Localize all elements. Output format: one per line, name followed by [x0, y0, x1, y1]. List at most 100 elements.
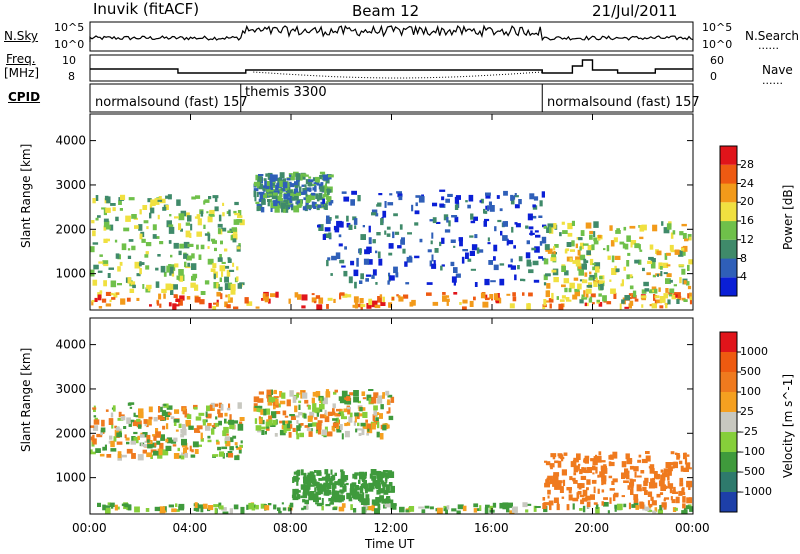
cpid-segment-2: themis 3300: [245, 85, 327, 100]
heatmap-cell: [164, 411, 171, 417]
heatmap-cell: [253, 396, 260, 403]
heatmap-cell: [263, 408, 267, 416]
heatmap-cell: [593, 237, 598, 242]
heatmap-cell: [562, 230, 568, 234]
heatmap-cell: [578, 463, 581, 466]
heatmap-cell: [396, 191, 402, 194]
heatmap-cell: [654, 507, 658, 512]
heatmap-cell: [593, 231, 596, 238]
heatmap-cell: [103, 218, 109, 222]
heatmap-cell: [222, 202, 225, 206]
heatmap-cell: [313, 493, 319, 500]
heatmap-cell: [159, 506, 166, 514]
heatmap-cell: [105, 225, 111, 230]
heatmap-cell: [155, 431, 161, 438]
heatmap-cell: [125, 437, 130, 441]
heatmap-cell: [97, 215, 101, 218]
heatmap-cell: [277, 201, 283, 206]
heatmap-cell: [257, 176, 263, 182]
heatmap-cell: [552, 481, 558, 487]
heatmap-cell: [207, 258, 214, 265]
heatmap-cell: [398, 195, 403, 201]
heatmap-cell: [214, 422, 220, 427]
heatmap-cell: [598, 237, 601, 241]
heatmap-cell: [510, 194, 514, 201]
heatmap-cell: [214, 507, 217, 514]
heatmap-cell: [652, 510, 657, 514]
heatmap-cell: [637, 459, 641, 463]
heatmap-cell: [686, 462, 691, 465]
heatmap-cell: [663, 272, 668, 275]
heatmap-cell: [101, 207, 107, 210]
heatmap-cell: [173, 294, 178, 298]
heatmap-cell: [273, 200, 278, 207]
heatmap-cell: [369, 473, 373, 479]
heatmap-cell: [358, 479, 361, 484]
heatmap-cell: [197, 218, 202, 226]
heatmap-cell: [253, 190, 256, 198]
heatmap-cell: [355, 491, 360, 497]
heatmap-cell: [275, 399, 279, 405]
noise-right-tick-top: 10^5: [702, 21, 733, 34]
heatmap-cell: [224, 418, 227, 424]
heatmap-cell: [638, 244, 641, 250]
heatmap-cell: [350, 199, 355, 206]
heatmap-cell: [193, 404, 198, 409]
heatmap-cell: [95, 217, 99, 221]
heatmap-cell: [108, 267, 114, 270]
heatmap-cell: [336, 417, 339, 423]
heatmap-cell: [195, 505, 200, 512]
heatmap-cell: [382, 210, 387, 218]
heatmap-cell: [395, 272, 399, 278]
heatmap-cell: [354, 225, 357, 229]
heatmap-cell: [194, 449, 199, 454]
heatmap-cell: [116, 432, 122, 438]
heatmap-cell: [505, 221, 508, 225]
heatmap-cell: [418, 506, 424, 509]
heatmap-cell: [607, 510, 610, 514]
heatmap-cell: [149, 204, 153, 211]
heatmap-cell: [169, 214, 172, 217]
heatmap-cell: [610, 288, 616, 294]
heatmap-cell: [166, 265, 171, 273]
heatmap-cell: [190, 282, 196, 288]
heatmap-cell: [105, 508, 111, 514]
heatmap-cell: [92, 407, 97, 410]
heatmap-cell: [142, 432, 148, 438]
heatmap-cell: [334, 389, 338, 393]
heatmap-cell: [350, 489, 353, 495]
heatmap-cell: [161, 410, 167, 416]
heatmap-cell: [222, 212, 225, 217]
heatmap-cell: [360, 422, 366, 427]
heatmap-cell: [366, 425, 372, 430]
heatmap-cell: [115, 216, 119, 222]
heatmap-cell: [219, 277, 222, 282]
heatmap-cell: [636, 475, 642, 478]
heatmap-cell: [165, 195, 171, 199]
heatmap-cell: [418, 196, 425, 203]
heatmap-cell: [327, 174, 334, 178]
date-title: 21/Jul/2011: [592, 2, 678, 20]
heatmap-cell: [140, 262, 145, 265]
heatmap-cell: [93, 264, 99, 270]
heatmap-cell: [507, 502, 513, 508]
heatmap-cell: [338, 234, 342, 238]
heatmap-cell: [236, 246, 241, 250]
heatmap-cell: [649, 244, 654, 250]
heatmap-cell: [229, 437, 234, 443]
heatmap-cell: [178, 223, 182, 231]
heatmap-cell: [121, 243, 127, 251]
heatmap-cell: [668, 294, 672, 297]
heatmap-cell: [482, 301, 489, 308]
heatmap-cell: [234, 455, 240, 461]
heatmap-cell: [326, 189, 332, 193]
heatmap-cell: [650, 482, 653, 488]
heatmap-cell: [319, 414, 326, 419]
heatmap-cell: [267, 503, 272, 506]
heatmap-cell: [181, 438, 187, 446]
heatmap-cell: [92, 438, 97, 445]
heatmap-cell: [136, 297, 140, 301]
heatmap-cell: [289, 196, 293, 204]
heatmap-cell: [356, 257, 359, 264]
heatmap-cell: [633, 466, 639, 472]
